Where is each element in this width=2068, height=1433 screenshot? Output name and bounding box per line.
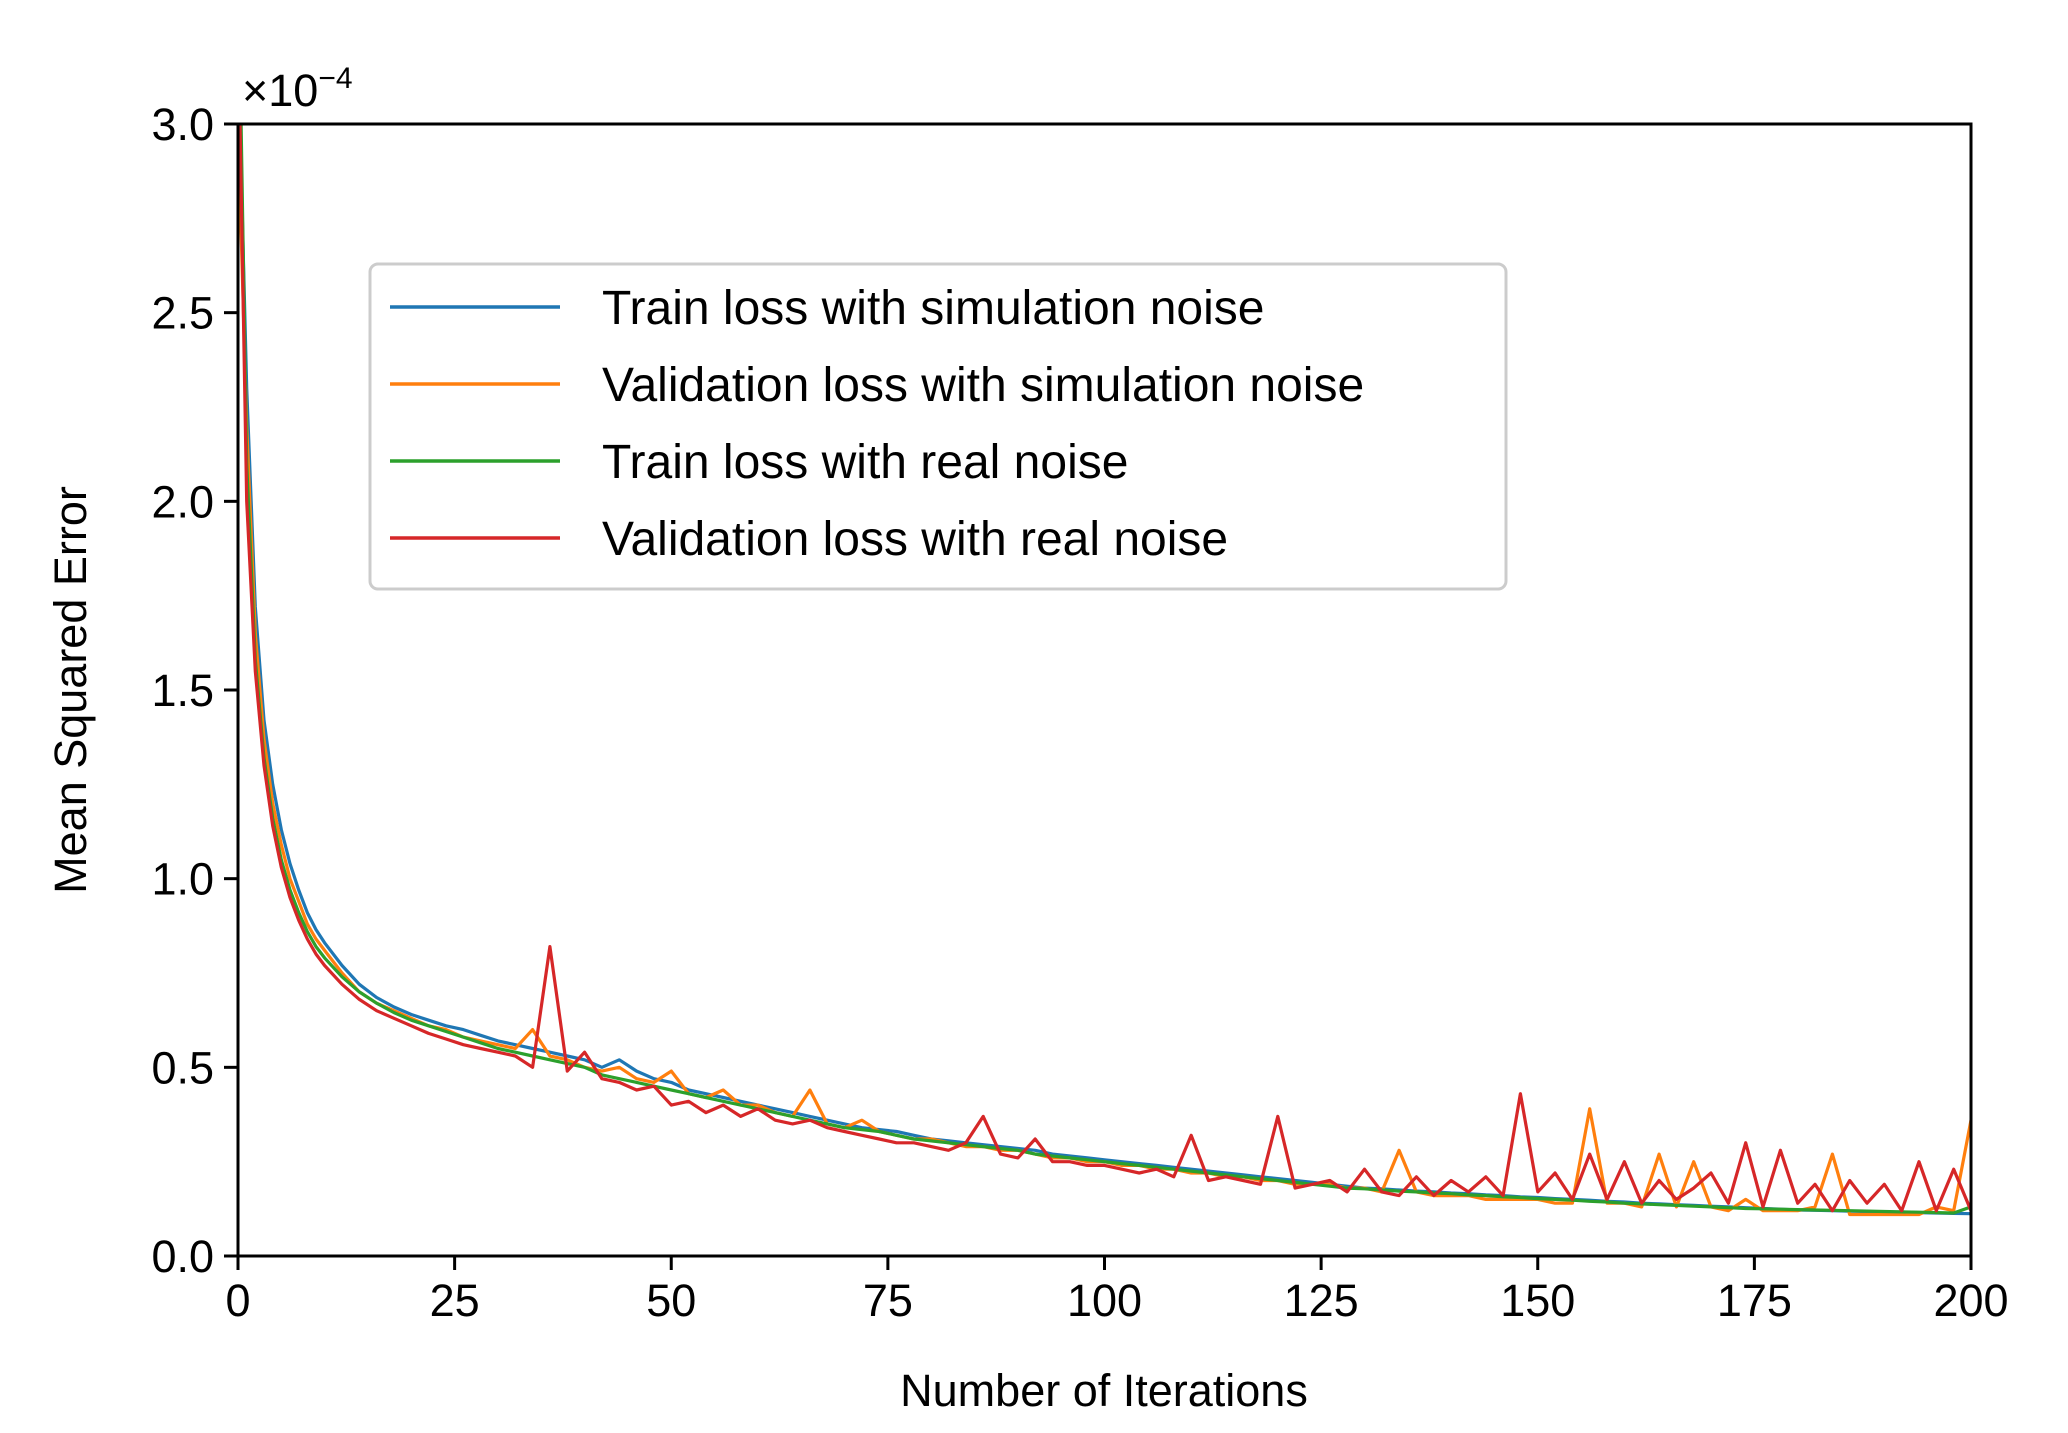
- series-line-4: [238, 124, 1971, 1213]
- x-tick-label: 150: [1500, 1275, 1575, 1326]
- y-tick-label: 0.5: [151, 1042, 214, 1093]
- legend-box: [368, 262, 1508, 591]
- x-axis-label: Number of Iterations: [900, 1365, 1308, 1416]
- y-axis-multiplier: ×10−4: [242, 62, 353, 116]
- series-layer: [238, 124, 1971, 1217]
- legend-label: Validation loss with simulation noise: [602, 359, 1364, 412]
- x-tick-label: 0: [225, 1275, 250, 1326]
- multiplier-base: ×10: [242, 65, 318, 116]
- x-tick-label: 50: [646, 1275, 696, 1326]
- multiplier-exponent: −4: [318, 62, 352, 95]
- y-tick-label: 2.0: [151, 476, 214, 527]
- series-line-3: [239, 124, 1971, 1215]
- x-tick-label: 100: [1067, 1275, 1142, 1326]
- y-axis: 0.0 0.5 1.0 1.5 2.0 2.5 3.0: [151, 99, 238, 1282]
- x-tick-label: 175: [1717, 1275, 1792, 1326]
- y-tick-label: 0.0: [151, 1231, 214, 1282]
- y-tick-label: 2.5: [151, 288, 214, 339]
- legend-label: Validation loss with real noise: [602, 513, 1228, 566]
- legend-label: Train loss with real noise: [602, 436, 1128, 489]
- y-tick-label: 3.0: [151, 99, 214, 150]
- x-tick-label: 75: [863, 1275, 913, 1326]
- y-tick-label: 1.0: [151, 854, 214, 905]
- x-tick-label: 125: [1284, 1275, 1359, 1326]
- legend-label: Train loss with simulation noise: [602, 282, 1264, 335]
- y-axis-label: Mean Squared Error: [45, 486, 96, 894]
- legend: Train loss with simulation noise Validati…: [368, 262, 1508, 591]
- y-tick-label: 1.5: [151, 665, 214, 716]
- x-tick-label: 25: [430, 1275, 480, 1326]
- x-tick-label: 200: [1933, 1275, 2008, 1326]
- x-axis: 0 25 50 75 100 125 150 175 200: [225, 1256, 2009, 1326]
